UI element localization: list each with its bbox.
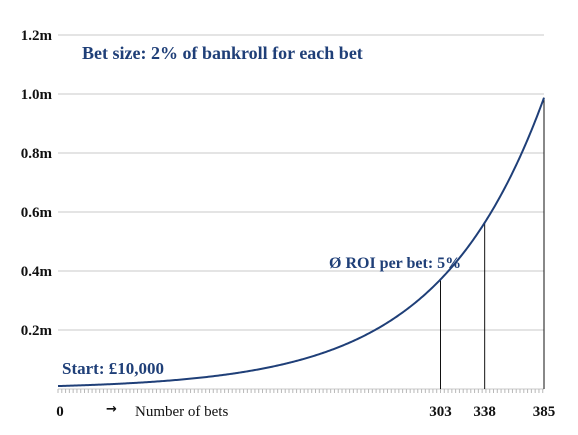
marker-lines [439,97,545,389]
start-annotation: Start: £10,000 [62,359,164,378]
x-axis-label: Number of bets [135,404,228,420]
y-tick-label: 0.8m [21,146,53,162]
y-tick-label: 0.2m [21,323,53,339]
x-tick-label: 338 [473,404,496,420]
x-tick-label: 385 [533,404,556,420]
y-tick-label: 0.4m [21,264,53,280]
arrow-right-icon: → [106,402,117,417]
roi-annotation: Ø ROI per bet: 5% [329,255,461,272]
chart-title: Bet size: 2% of bankroll for each bet [82,43,363,63]
bankroll-curve [57,97,545,388]
x-minor-ticks [57,389,544,393]
grid-lines [58,34,544,390]
x-tick-label: 0 [56,404,64,420]
y-tick-label: 1.0m [21,87,53,103]
y-tick-label: 1.2m [21,28,53,44]
y-tick-labels: 0.2m 0.4m 0.6m 0.8m 1.0m 1.2m [21,28,53,339]
x-tick-labels: 0 303 338 385 [56,404,555,420]
y-tick-label: 0.6m [21,205,53,221]
x-tick-label: 303 [429,404,452,420]
